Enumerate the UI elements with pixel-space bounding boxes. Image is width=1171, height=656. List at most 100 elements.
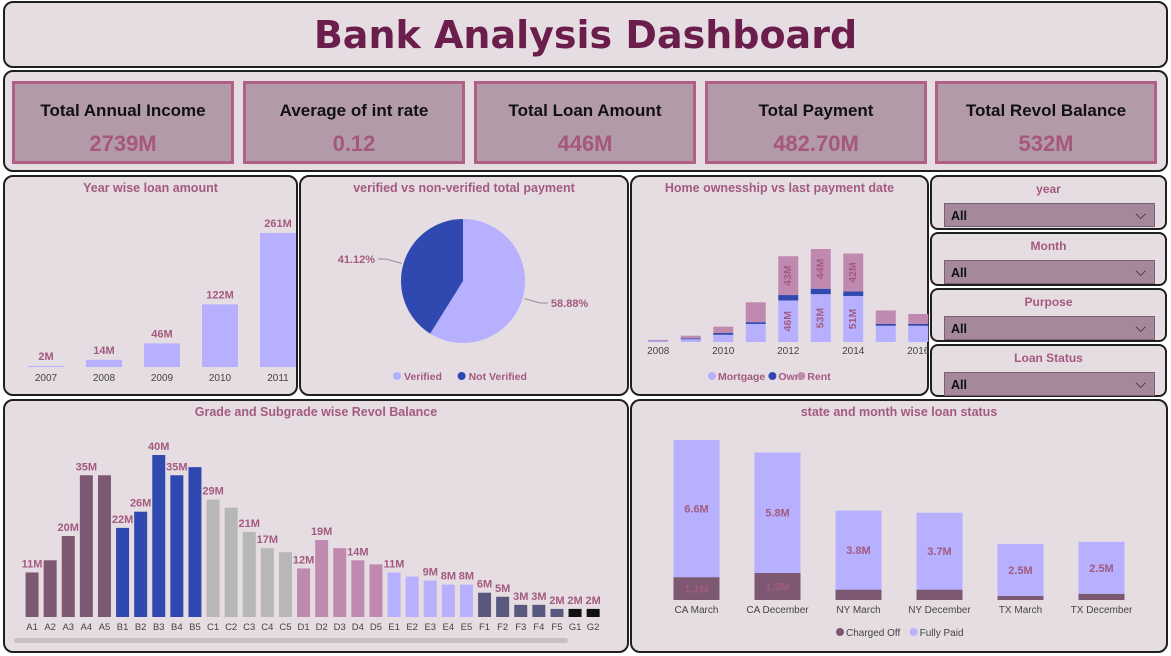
stacked-bar-segment [843, 291, 864, 296]
stacked-bar-segment [778, 300, 799, 342]
kpi-label: Total Loan Amount [508, 101, 662, 120]
stacked-bar-segment [835, 589, 882, 600]
kpi-value: 532M [1018, 131, 1074, 156]
data-label: 5.8M [765, 508, 789, 520]
kpi-value: 482.70M [773, 131, 859, 156]
data-label: 3M [531, 591, 546, 603]
legend-label: Mortgage [718, 371, 765, 383]
tick-label: A1 [26, 622, 38, 633]
kpi-card-loan-amount: Total Loan Amount 446M [474, 81, 696, 164]
kpi-value: 2739M [89, 131, 157, 156]
stacked-bar-segment [713, 334, 734, 342]
legend-marker [768, 372, 777, 380]
stacked-bar-segment [713, 332, 734, 335]
tick-label: A4 [81, 622, 93, 633]
stacked-bar-segment [875, 323, 896, 326]
tick-label: A2 [44, 622, 56, 633]
bar [333, 548, 347, 617]
title-panel: Bank Analysis Dashboard [3, 1, 1168, 68]
tick-label: B1 [117, 622, 129, 633]
stacked-bar-segment [908, 314, 929, 324]
state-month-chart: 1.1M 6.6M CA March 1.3M 5.8M CA December 3.8M N… [673, 440, 1133, 639]
data-label: 12M [293, 554, 314, 566]
horizontal-scrollbar[interactable] [14, 638, 568, 643]
bar [514, 604, 528, 617]
verified-pie-chart: 58.88% 41.12% Verified Not Verified [338, 219, 588, 383]
data-label: 3.8M [846, 545, 870, 557]
loan-status-dropdown[interactable]: All ⌵ [944, 372, 1155, 396]
bar [586, 608, 600, 617]
data-label: 43M [782, 265, 794, 286]
bar [206, 499, 220, 617]
data-label: 46M [151, 328, 172, 340]
bar [79, 475, 93, 617]
data-label: 29M [202, 486, 223, 498]
leader-line [378, 258, 402, 264]
chart-title: Year wise loan amount [83, 181, 218, 195]
data-label: 2M [567, 595, 582, 607]
stacked-bar-segment [673, 577, 720, 600]
pie-slice [430, 219, 525, 343]
tick-label: TX March [999, 605, 1042, 616]
data-label: 122M [206, 289, 234, 301]
tick-label: 2012 [777, 346, 800, 357]
stacked-bar-segment [680, 338, 701, 340]
bar [387, 572, 401, 617]
year-slicer: year All ⌵ [930, 175, 1167, 230]
stacked-bar-segment [875, 310, 896, 324]
kpi-label: Average of int rate [279, 101, 429, 120]
purpose-dropdown[interactable]: All ⌵ [944, 316, 1155, 340]
tick-label: NY December [908, 605, 971, 616]
stacked-bar-segment [754, 572, 801, 600]
loan-status-slicer: Loan Status All ⌵ [930, 344, 1167, 397]
bar [278, 552, 292, 617]
data-label: 2M [586, 595, 601, 607]
stacked-bar-segment [648, 339, 669, 341]
data-label: 26M [130, 498, 151, 510]
bar [405, 576, 419, 617]
tick-label: F1 [479, 622, 490, 633]
tick-label: E3 [424, 622, 436, 633]
bar [170, 475, 184, 617]
bar [315, 540, 329, 617]
chart-title: verified vs non-verified total payment [353, 181, 575, 195]
year-dropdown[interactable]: All ⌵ [944, 203, 1155, 227]
bar [28, 365, 64, 367]
month-slicer: Month All ⌵ [930, 232, 1167, 286]
month-dropdown[interactable]: All ⌵ [944, 260, 1155, 284]
stacked-bar-segment [673, 440, 720, 578]
bar [351, 560, 365, 617]
tick-label: G1 [569, 622, 582, 633]
chevron-down-icon: ⌵ [1135, 263, 1146, 279]
legend-marker [797, 372, 806, 380]
legend-label: Charged Off [846, 628, 901, 639]
tick-label: 2010 [712, 346, 735, 357]
stacked-bar-segment [997, 595, 1044, 600]
data-label: 2M [38, 351, 53, 363]
data-label: 11M [384, 558, 405, 570]
bar [97, 475, 111, 617]
stacked-bar-segment [745, 323, 766, 342]
tick-label: G2 [587, 622, 600, 633]
tick-label: C1 [207, 622, 219, 633]
tick-label: D4 [352, 622, 364, 633]
stacked-bar-segment [908, 325, 929, 342]
chart-title: Home ownesship vs last payment date [664, 181, 895, 195]
grade-revol-panel: Grade and Subgrade wise Revol Balance 11… [3, 399, 629, 653]
tick-label: F2 [497, 622, 508, 633]
tick-label: D3 [334, 622, 346, 633]
tick-label: E5 [461, 622, 473, 633]
stacked-bar-segment [810, 249, 831, 289]
pie-slice [401, 219, 463, 334]
bar [369, 564, 383, 617]
stacked-bar-segment [745, 302, 766, 323]
data-label: 17M [257, 534, 278, 546]
legend-label: Own [778, 371, 801, 383]
data-label: 19M [311, 526, 332, 538]
tick-label: D1 [297, 622, 309, 633]
data-label: 6M [477, 579, 492, 591]
slicer-label: year [1036, 182, 1061, 196]
tick-label: A5 [99, 622, 111, 633]
bar [423, 580, 437, 617]
legend-marker [909, 628, 918, 636]
